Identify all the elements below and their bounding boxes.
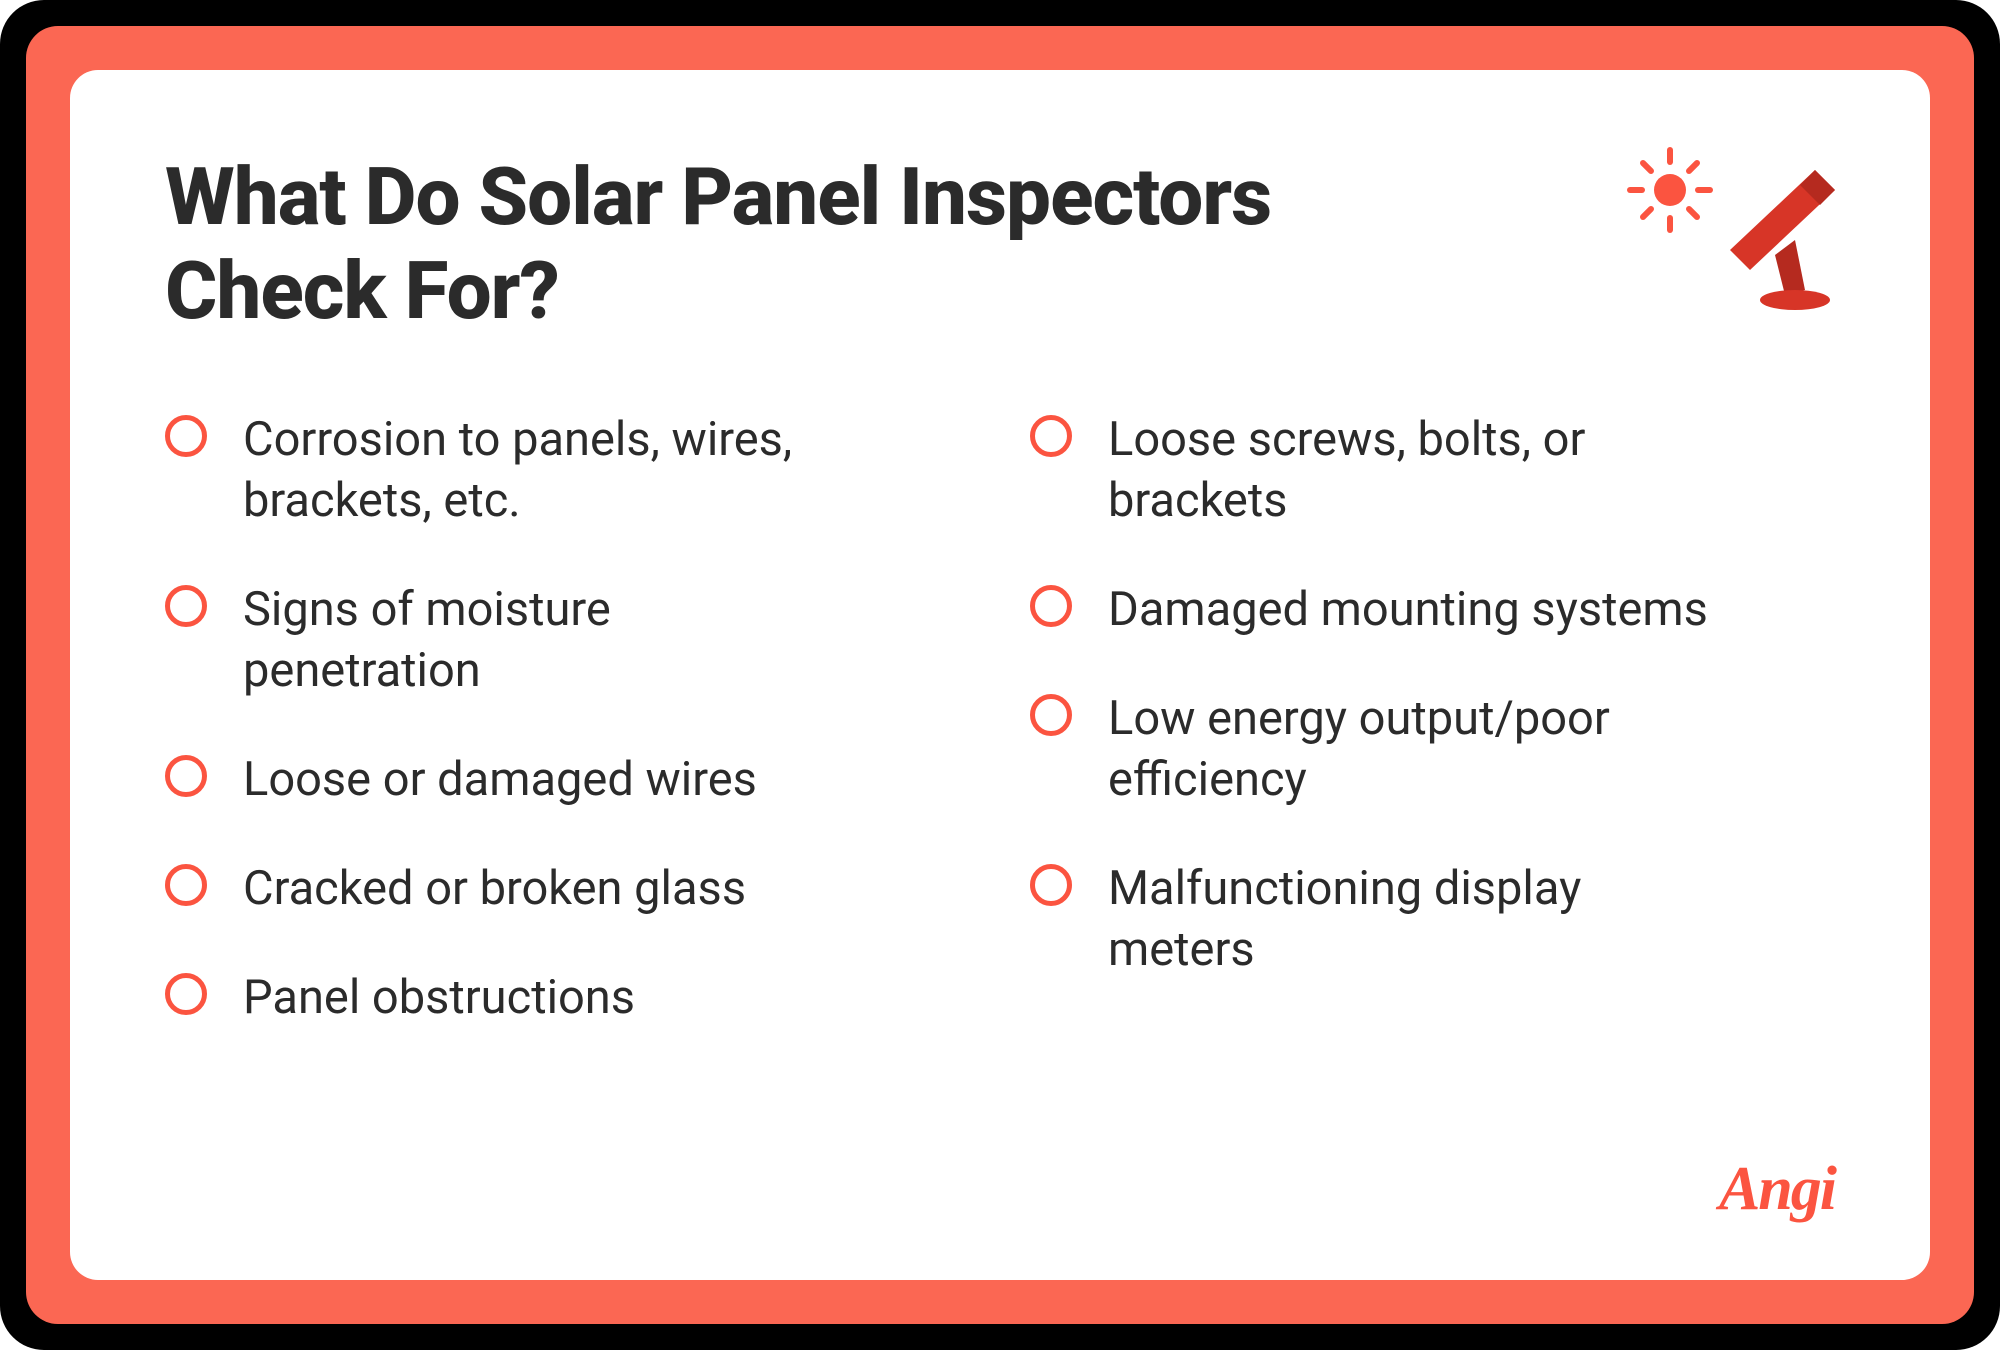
list-item-text: Panel obstructions (243, 967, 635, 1028)
list-item: Panel obstructions (165, 967, 970, 1028)
list-item-text: Loose screws, bolts, or brackets (1108, 409, 1708, 531)
list-item-text: Signs of moisture penetration (243, 579, 843, 701)
outer-border: What Do Solar Panel Inspectors Check For… (0, 0, 2000, 1350)
list-item-text: Low energy output/poor efficiency (1108, 688, 1708, 810)
bullet-icon (1030, 585, 1072, 627)
bullet-icon (1030, 694, 1072, 736)
content-card: What Do Solar Panel Inspectors Check For… (70, 70, 1930, 1280)
brand-logo: Angi (1719, 1154, 1835, 1225)
header-row: What Do Solar Panel Inspectors Check For… (165, 150, 1835, 339)
list-item-text: Cracked or broken glass (243, 858, 746, 919)
bullet-icon (1030, 415, 1072, 457)
list-item-text: Malfunctioning display meters (1108, 858, 1708, 980)
solar-panel-icon (1615, 140, 1835, 320)
list-item: Low energy output/poor efficiency (1030, 688, 1835, 810)
list-item: Cracked or broken glass (165, 858, 970, 919)
checklist-column-right: Loose screws, bolts, or brackets Damaged… (1030, 409, 1835, 1029)
list-item-text: Loose or damaged wires (243, 749, 757, 810)
list-item: Corrosion to panels, wires, brackets, et… (165, 409, 970, 531)
list-item: Malfunctioning display meters (1030, 858, 1835, 980)
list-item: Loose screws, bolts, or brackets (1030, 409, 1835, 531)
list-item: Loose or damaged wires (165, 749, 970, 810)
bullet-icon (1030, 864, 1072, 906)
page-title: What Do Solar Panel Inspectors Check For… (165, 150, 1465, 339)
bullet-icon (165, 755, 207, 797)
list-item: Signs of moisture penetration (165, 579, 970, 701)
bullet-icon (165, 415, 207, 457)
list-item-text: Damaged mounting systems (1108, 579, 1708, 640)
checklist-column-left: Corrosion to panels, wires, brackets, et… (165, 409, 970, 1029)
checklist-columns: Corrosion to panels, wires, brackets, et… (165, 409, 1835, 1029)
list-item-text: Corrosion to panels, wires, brackets, et… (243, 409, 843, 531)
bullet-icon (165, 864, 207, 906)
bullet-icon (165, 973, 207, 1015)
colored-frame: What Do Solar Panel Inspectors Check For… (26, 26, 1974, 1324)
list-item: Damaged mounting systems (1030, 579, 1835, 640)
bullet-icon (165, 585, 207, 627)
